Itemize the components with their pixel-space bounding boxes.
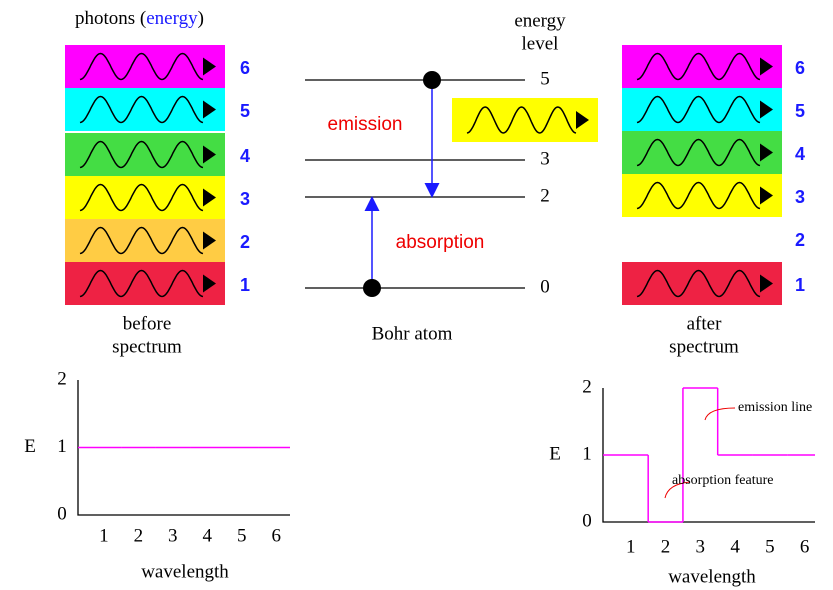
annotation: absorption feature	[672, 473, 773, 488]
wave	[636, 95, 761, 124]
photon-box	[622, 131, 782, 174]
x-tick-label: 2	[661, 536, 671, 557]
x-tick-label: 5	[765, 536, 775, 557]
energy-label: 5	[240, 101, 250, 121]
energy-label: 2	[240, 232, 250, 252]
electron	[363, 279, 381, 297]
level-heading: energy	[514, 10, 566, 31]
annotation-pointer	[704, 407, 736, 421]
axes	[602, 388, 815, 523]
arrow-head	[203, 145, 216, 164]
wave	[79, 140, 204, 169]
annotation: emission line	[738, 400, 812, 415]
caption: spectrum	[669, 336, 739, 357]
photon-box	[622, 45, 782, 88]
wave	[636, 52, 761, 81]
energy-label: 4	[240, 146, 250, 166]
y-tick-label: 2	[57, 368, 67, 389]
wave	[79, 269, 204, 298]
absorption-label: absorption	[396, 232, 485, 253]
photon-box	[65, 133, 225, 176]
level-label: 0	[540, 276, 550, 297]
arrow-head	[760, 274, 773, 293]
atom-label: Bohr atom	[372, 323, 453, 344]
energy-label: 3	[795, 187, 805, 207]
y-axis-label: E	[24, 436, 36, 457]
arrow-head	[760, 143, 773, 162]
level-label: 2	[540, 185, 550, 206]
photon-box	[65, 219, 225, 262]
x-tick-label: 2	[134, 525, 144, 546]
x-tick-label: 3	[168, 525, 178, 546]
y-tick-label: 2	[582, 376, 592, 397]
x-axis-label: wavelength	[668, 566, 756, 587]
wave	[79, 183, 204, 212]
x-tick-label: 5	[237, 525, 247, 546]
y-tick-label: 0	[582, 510, 592, 531]
y-axis-label: E	[549, 443, 561, 464]
x-tick-label: 4	[730, 536, 740, 557]
arrow-head	[760, 100, 773, 119]
emission-label: emission	[328, 114, 403, 135]
caption: before	[123, 313, 172, 334]
level-heading: level	[522, 33, 559, 54]
title: photons (energy)	[75, 8, 204, 29]
photon-box	[65, 262, 225, 305]
x-tick-label: 1	[626, 536, 636, 557]
photon-box	[65, 45, 225, 88]
y-tick-label: 0	[57, 503, 67, 524]
arrow-head	[760, 57, 773, 76]
x-tick-label: 6	[271, 525, 281, 546]
photon-box	[65, 88, 225, 131]
axes	[77, 380, 290, 516]
energy-label: 1	[795, 275, 805, 295]
photon-box	[622, 262, 782, 305]
x-tick-label: 1	[99, 525, 109, 546]
wave	[79, 95, 204, 124]
electron	[423, 71, 441, 89]
arrow-head	[203, 57, 216, 76]
photon-box	[65, 176, 225, 219]
annotation-pointer	[664, 481, 691, 499]
photon-box	[622, 174, 782, 217]
energy-label: 6	[240, 58, 250, 78]
wave	[636, 138, 761, 167]
arrow-head	[203, 231, 216, 250]
energy-label: 3	[240, 189, 250, 209]
arrow-head	[760, 186, 773, 205]
y-tick-label: 1	[582, 443, 592, 464]
caption: spectrum	[112, 336, 182, 357]
x-tick-label: 6	[800, 536, 810, 557]
level-label: 5	[540, 68, 550, 89]
wave	[466, 106, 577, 134]
y-tick-label: 1	[57, 436, 67, 457]
wave	[636, 181, 761, 210]
photon-box	[622, 88, 782, 131]
arrow-head	[203, 100, 216, 119]
energy-label: 6	[795, 58, 805, 78]
x-tick-label: 4	[203, 525, 213, 546]
energy-label: 2	[795, 230, 805, 250]
arrow-head	[576, 111, 589, 129]
caption: after	[687, 313, 722, 334]
wave	[79, 52, 204, 81]
arrow-head	[203, 188, 216, 207]
energy-label: 1	[240, 275, 250, 295]
x-axis-label: wavelength	[141, 561, 229, 582]
x-tick-label: 3	[696, 536, 706, 557]
energy-label: 4	[795, 144, 805, 164]
wave	[79, 226, 204, 255]
wave	[636, 269, 761, 298]
arrow-head	[203, 274, 216, 293]
energy-label: 5	[795, 101, 805, 121]
level-label: 3	[540, 148, 550, 169]
